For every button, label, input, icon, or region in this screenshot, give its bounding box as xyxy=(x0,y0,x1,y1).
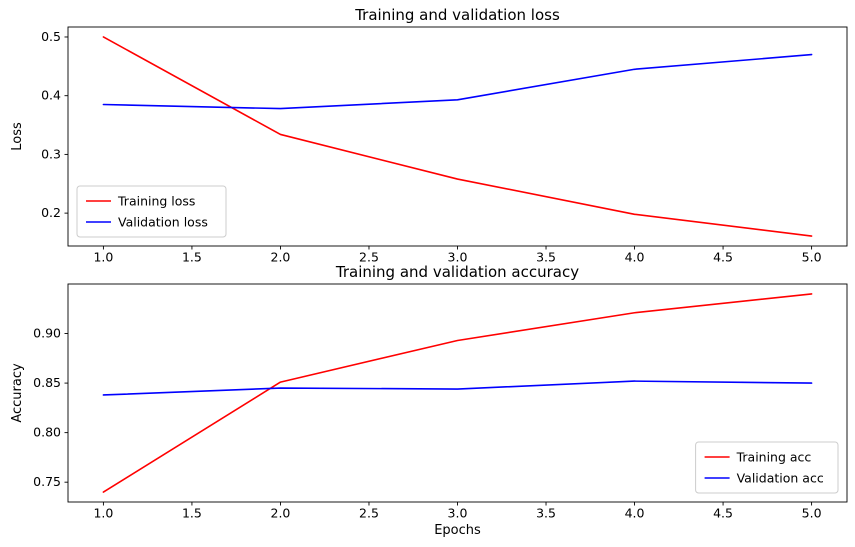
legend-label: Training acc xyxy=(736,450,812,465)
x-tick-label: 4.5 xyxy=(713,506,733,521)
x-tick-label: 5.0 xyxy=(802,250,822,265)
x-tick-label: 3.5 xyxy=(536,250,556,265)
x-tick-label: 2.0 xyxy=(271,506,291,521)
x-tick-label: 1.5 xyxy=(182,506,202,521)
x-tick-label: 2.0 xyxy=(271,250,291,265)
x-tick-label: 3.5 xyxy=(536,506,556,521)
legend-box xyxy=(76,185,227,238)
subplot-accuracy: 1.0 1.5 2.0 2.5 3.0 3.5 4.0 4.5 5.0 0.75 0.80 0.85 0… xyxy=(10,263,848,538)
legend-label: Validation acc xyxy=(737,471,824,486)
x-tick-label: 3.0 xyxy=(448,250,468,265)
y-tick-label: 0.4 xyxy=(41,88,61,103)
y-tick-label: 0.80 xyxy=(33,425,61,440)
y-tick-label: 0.75 xyxy=(33,474,61,489)
chart-title: Training and validation loss xyxy=(354,6,560,24)
x-axis-label: Epochs xyxy=(434,523,481,538)
y-tick-label: 0.5 xyxy=(41,29,61,44)
x-tick-label: 2.5 xyxy=(359,250,379,265)
x-tick-label: 4.0 xyxy=(625,506,645,521)
x-tick-label: 5.0 xyxy=(802,506,822,521)
y-tick-label: 0.90 xyxy=(33,326,61,341)
series-line-training-acc xyxy=(102,293,813,493)
x-tick-label: 4.0 xyxy=(625,250,645,265)
subplot-loss: 1.0 1.5 2.0 2.5 3.0 3.5 4.0 4.5 5.0 0.2 0.3 0.4 0.5 T… xyxy=(10,6,848,265)
x-tick-label: 2.5 xyxy=(359,506,379,521)
x-tick-label: 1.5 xyxy=(182,250,202,265)
legend: Training acc Validation acc xyxy=(695,441,839,494)
y-axis-label: Accuracy xyxy=(10,363,25,423)
series-line-training-loss xyxy=(102,36,813,237)
legend-box xyxy=(695,441,839,494)
y-tick-label: 0.2 xyxy=(41,205,61,220)
series-line-validation-acc xyxy=(102,380,813,396)
y-tick-label: 0.3 xyxy=(41,146,61,161)
legend-label: Training loss xyxy=(117,194,195,209)
chart-title: Training and validation accuracy xyxy=(335,263,579,281)
y-tick-label: 0.85 xyxy=(33,375,61,390)
x-tick-label: 1.0 xyxy=(93,506,113,521)
x-tick-label: 1.0 xyxy=(93,250,113,265)
legend: Training loss Validation loss xyxy=(76,185,227,238)
x-tick-label: 4.5 xyxy=(713,250,733,265)
legend-label: Validation loss xyxy=(118,215,208,230)
x-tick-label: 3.0 xyxy=(448,506,468,521)
y-axis-label: Loss xyxy=(10,122,25,151)
series-line-validation-loss xyxy=(102,53,813,110)
